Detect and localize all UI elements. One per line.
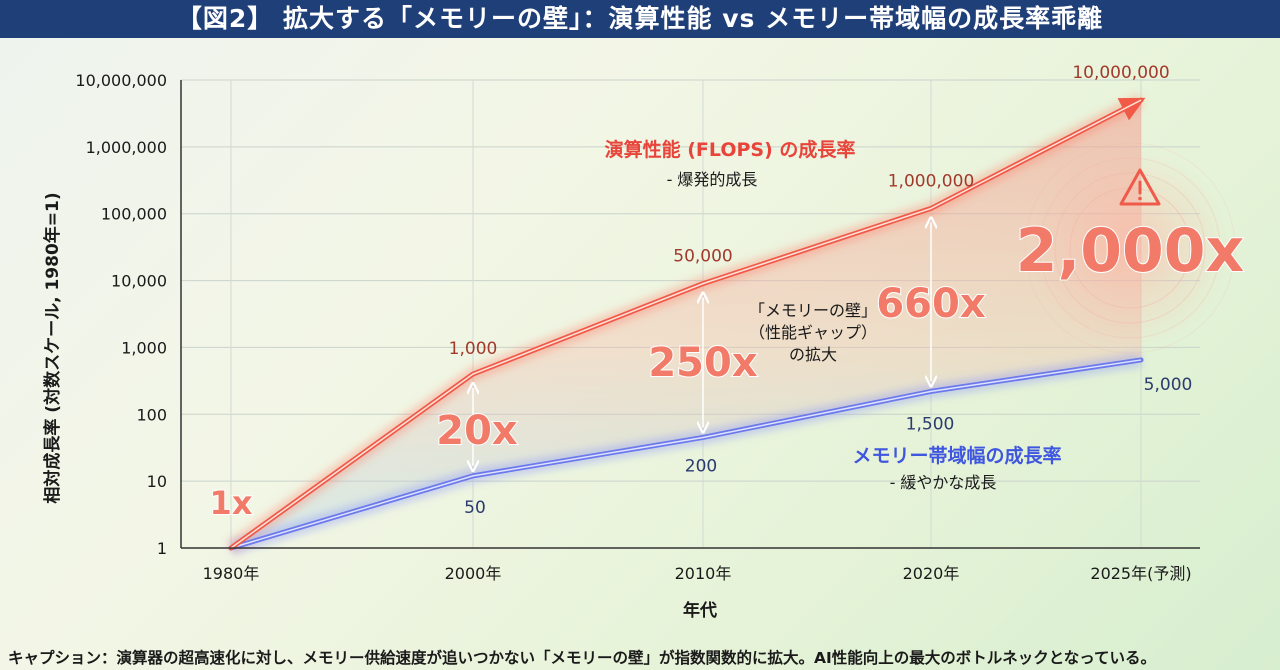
memory-point-label: 200 — [685, 456, 717, 476]
caption: キャプション：演算器の超高速化に対し、メモリー供給速度が追いつかない「メモリーの… — [8, 649, 1157, 667]
y-tick-label: 100 — [136, 405, 167, 424]
x-tick-label: 2000年 — [445, 564, 502, 583]
y-axis-ticks: 1 10 100 1,000 10,000 100,000 1,000,000 10,000,… — [75, 71, 167, 558]
compute-series-name: 演算性能 (FLOPS) の成長率 — [605, 138, 856, 161]
memory-line-core — [230, 359, 1142, 549]
chart-area: 1 10 100 1,000 10,000 100,000 1,000,000 10,000,… — [42, 63, 1246, 621]
y-tick-label: 10,000,000 — [75, 71, 167, 90]
chart-title: 【図2】 拡大する「メモリーの壁」：演算性能 vs メモリー帯域幅の成長率乖離 — [0, 0, 1280, 38]
x-axis-label: 年代 — [683, 600, 717, 621]
y-tick-label: 10 — [147, 472, 167, 491]
compute-line-core — [230, 99, 1142, 549]
compute-point-label: 1,000,000 — [888, 171, 975, 191]
warning-triangle-icon — [1119, 168, 1161, 206]
gap-labels: 1x 20x 250x 660x 2,000x — [209, 215, 1246, 523]
x-tick-label: 2025年(予測) — [1090, 564, 1191, 583]
series-lines — [226, 93, 1146, 555]
y-tick-label: 10,000 — [111, 272, 167, 291]
memory-point-label: 5,000 — [1144, 375, 1193, 395]
memory-wall-annotation: 「メモリーの壁」 （性能ギャップ） の拡大 — [749, 301, 877, 364]
memory-wall-line-1: 「メモリーの壁」 — [749, 301, 877, 320]
gap-multiplier-label: 660x — [876, 281, 985, 327]
gap-multiplier-label: 250x — [648, 340, 757, 386]
compute-point-label: 50,000 — [673, 247, 732, 267]
compute-series-subtitle: - 爆発的成長 — [667, 170, 758, 189]
y-axis-label: 相対成長率 (対数スケール, 1980年=1) — [42, 192, 63, 503]
y-tick-label: 100,000 — [101, 205, 167, 224]
x-tick-label: 2020年 — [903, 564, 960, 583]
gap-arrows — [473, 222, 931, 465]
memory-point-label: 1,500 — [906, 414, 955, 434]
memory-series-subtitle: - 緩やかな成長 — [890, 473, 997, 492]
gap-multiplier-label: 1x — [210, 484, 253, 522]
y-tick-label: 1,000,000 — [86, 138, 167, 157]
memory-wall-line-3: の拡大 — [789, 345, 837, 364]
gap-multiplier-label: 2,000x — [1016, 216, 1245, 286]
gap-multiplier-label: 20x — [436, 408, 518, 454]
x-tick-label: 1980年 — [203, 564, 260, 583]
point-labels: 1,000 50,000 1,000,000 10,000,000 50 200 1,500… — [449, 63, 1193, 518]
memory-point-label: 50 — [464, 498, 486, 518]
gap-area — [231, 100, 1141, 548]
compute-point-label: 10,000,000 — [1072, 63, 1169, 83]
warning-rings — [1024, 142, 1236, 354]
y-tick-label: 1 — [157, 539, 167, 558]
x-tick-label: 2010年 — [675, 564, 732, 583]
compute-point-label: 1,000 — [449, 339, 498, 359]
y-tick-label: 1,000 — [121, 338, 167, 357]
memory-series-name: メモリー帯域幅の成長率 — [852, 444, 1061, 467]
x-axis-ticks: 1980年 2000年 2010年 2020年 2025年(予測) — [203, 564, 1192, 583]
memory-wall-line-2: （性能ギャップ） — [749, 323, 877, 342]
